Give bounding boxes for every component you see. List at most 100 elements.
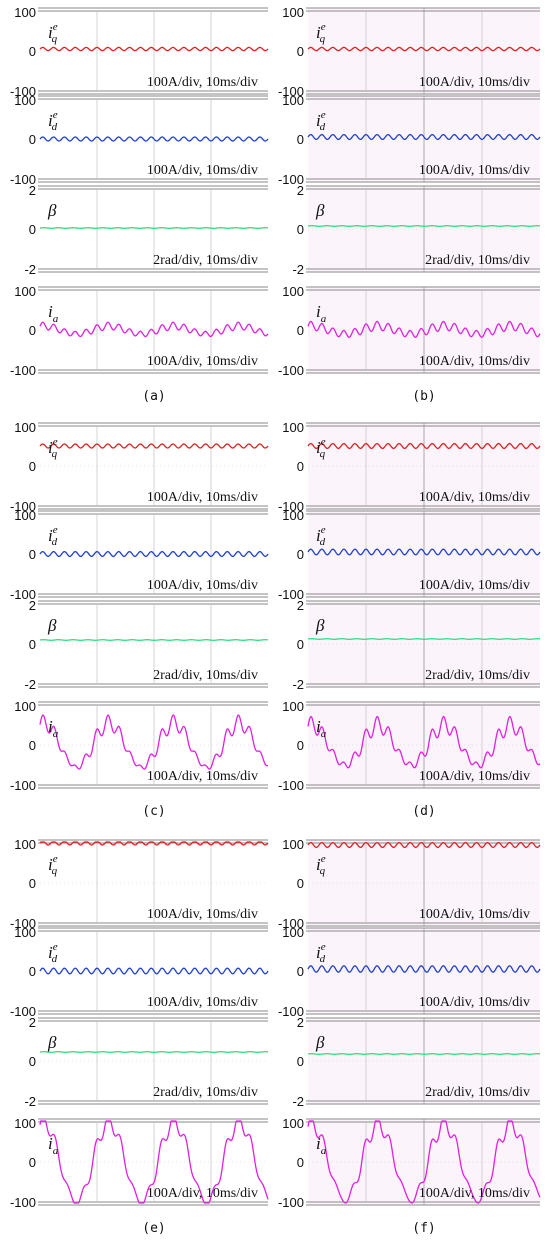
scale-label: 100A/div, 10ms/div xyxy=(147,995,258,1010)
y-tick-max: 2 xyxy=(297,598,304,613)
label-superscript: e xyxy=(321,853,326,865)
y-tick-min: -100 xyxy=(278,84,304,99)
label-superscript: e xyxy=(321,941,326,953)
signal-label: ia xyxy=(48,302,59,325)
y-tick-min: -100 xyxy=(10,587,36,602)
signal-label: β xyxy=(315,1033,325,1052)
y-tick-mid: 0 xyxy=(297,738,304,753)
y-tick-max: 100 xyxy=(14,5,36,20)
label-superscript: e xyxy=(53,941,58,953)
y-tick-min: -2 xyxy=(292,262,304,277)
y-tick-min: -100 xyxy=(278,1195,304,1210)
subplot-c-iq: 100 0 -100 ie q 100A/div, 10ms/div xyxy=(10,420,269,514)
y-tick-min: -100 xyxy=(10,172,36,187)
label-base: β xyxy=(47,201,57,220)
y-tick-max: 2 xyxy=(297,183,304,198)
signal-label: ie q xyxy=(48,436,58,460)
label-superscript: e xyxy=(53,436,58,448)
y-tick-mid: 0 xyxy=(297,876,304,891)
signal-label: ie d xyxy=(48,524,58,548)
trace-ia xyxy=(307,1120,541,1204)
y-tick-mid: 0 xyxy=(297,44,304,59)
label-subscript: a xyxy=(321,1145,327,1157)
y-tick-max: 100 xyxy=(14,93,36,108)
label-base: i xyxy=(48,111,53,130)
y-tick-min: -100 xyxy=(278,1004,304,1019)
subplot-a-beta: 2 0 -2 β 2rad/div, 10ms/div xyxy=(24,183,269,277)
y-tick-mid: 0 xyxy=(29,1155,36,1170)
y-tick-min: -2 xyxy=(292,1094,304,1109)
label-subscript: q xyxy=(52,865,58,877)
trace-beta xyxy=(39,1051,269,1053)
label-subscript: a xyxy=(53,728,59,740)
scale-label: 100A/div, 10ms/div xyxy=(147,578,258,593)
y-tick-max: 100 xyxy=(282,699,304,714)
y-tick-mid: 0 xyxy=(29,637,36,652)
signal-label: ia xyxy=(48,717,59,740)
trace-ia xyxy=(39,321,269,338)
subplot-f-beta: 2 0 -2 β 2rad/div, 10ms/div xyxy=(292,1015,541,1109)
subplot-d-ia: 100 0 -100 ia 100A/div, 10ms/div xyxy=(278,699,541,793)
y-tick-mid: 0 xyxy=(29,323,36,338)
trace-ia xyxy=(307,715,541,769)
y-tick-min: -100 xyxy=(10,84,36,99)
signal-label: ie d xyxy=(48,941,58,965)
signal-label: ia xyxy=(316,302,327,325)
y-tick-max: 100 xyxy=(282,837,304,852)
subplot-a-iq: 100 0 -100 ie q 100A/div, 10ms/div xyxy=(10,5,269,99)
label-superscript: e xyxy=(321,436,326,448)
label-superscript: e xyxy=(321,21,326,33)
label-base: i xyxy=(316,526,321,545)
trace-ia xyxy=(39,1120,269,1204)
scale-label: 100A/div, 10ms/div xyxy=(147,769,258,784)
signal-label: β xyxy=(47,1033,57,1052)
y-tick-mid: 0 xyxy=(297,323,304,338)
subplot-f-ia: 100 0 -100 ia 100A/div, 10ms/div xyxy=(278,1116,541,1210)
y-tick-max: 100 xyxy=(282,925,304,940)
trace-beta xyxy=(307,638,541,640)
subplot-b-beta: 2 0 -2 β 2rad/div, 10ms/div xyxy=(292,183,541,277)
y-tick-min: -100 xyxy=(10,1004,36,1019)
label-base: i xyxy=(316,1134,321,1153)
scale-label: 100A/div, 10ms/div xyxy=(419,995,530,1010)
y-tick-mid: 0 xyxy=(29,459,36,474)
label-base: β xyxy=(315,1033,325,1052)
label-subscript: q xyxy=(52,33,58,45)
signal-label: ie q xyxy=(316,436,326,460)
label-subscript: d xyxy=(320,121,326,133)
label-base: i xyxy=(316,438,321,457)
y-tick-min: -100 xyxy=(278,778,304,793)
label-subscript: d xyxy=(52,536,58,548)
subplot-d-iq: 100 0 -100 ie q 100A/div, 10ms/div xyxy=(278,420,541,514)
trace-iq xyxy=(39,46,269,52)
trace-beta xyxy=(307,1053,541,1055)
y-tick-mid: 0 xyxy=(29,1054,36,1069)
y-tick-max: 100 xyxy=(282,420,304,435)
signal-label: ia xyxy=(316,717,327,740)
trace-iq xyxy=(39,443,269,449)
trace-iq xyxy=(307,46,541,52)
label-base: i xyxy=(48,438,53,457)
scale-label: 100A/div, 10ms/div xyxy=(147,490,258,505)
label-base: i xyxy=(48,1134,53,1153)
y-tick-min: -2 xyxy=(24,262,36,277)
scale-label: 100A/div, 10ms/div xyxy=(147,907,258,922)
label-subscript: a xyxy=(53,313,59,325)
label-base: i xyxy=(316,943,321,962)
signal-label: β xyxy=(47,616,57,635)
signal-label: β xyxy=(47,201,57,220)
label-base: β xyxy=(315,616,325,635)
label-base: β xyxy=(315,201,325,220)
y-tick-mid: 0 xyxy=(297,964,304,979)
y-tick-mid: 0 xyxy=(29,964,36,979)
scale-label: 2rad/div, 10ms/div xyxy=(425,253,530,268)
signal-label: ie q xyxy=(316,853,326,877)
scale-label: 100A/div, 10ms/div xyxy=(419,490,530,505)
y-tick-max: 2 xyxy=(297,1015,304,1030)
trace-beta xyxy=(39,227,269,229)
signal-label: β xyxy=(315,616,325,635)
label-base: i xyxy=(48,855,53,874)
subplot-e-beta: 2 0 -2 β 2rad/div, 10ms/div xyxy=(24,1015,269,1109)
